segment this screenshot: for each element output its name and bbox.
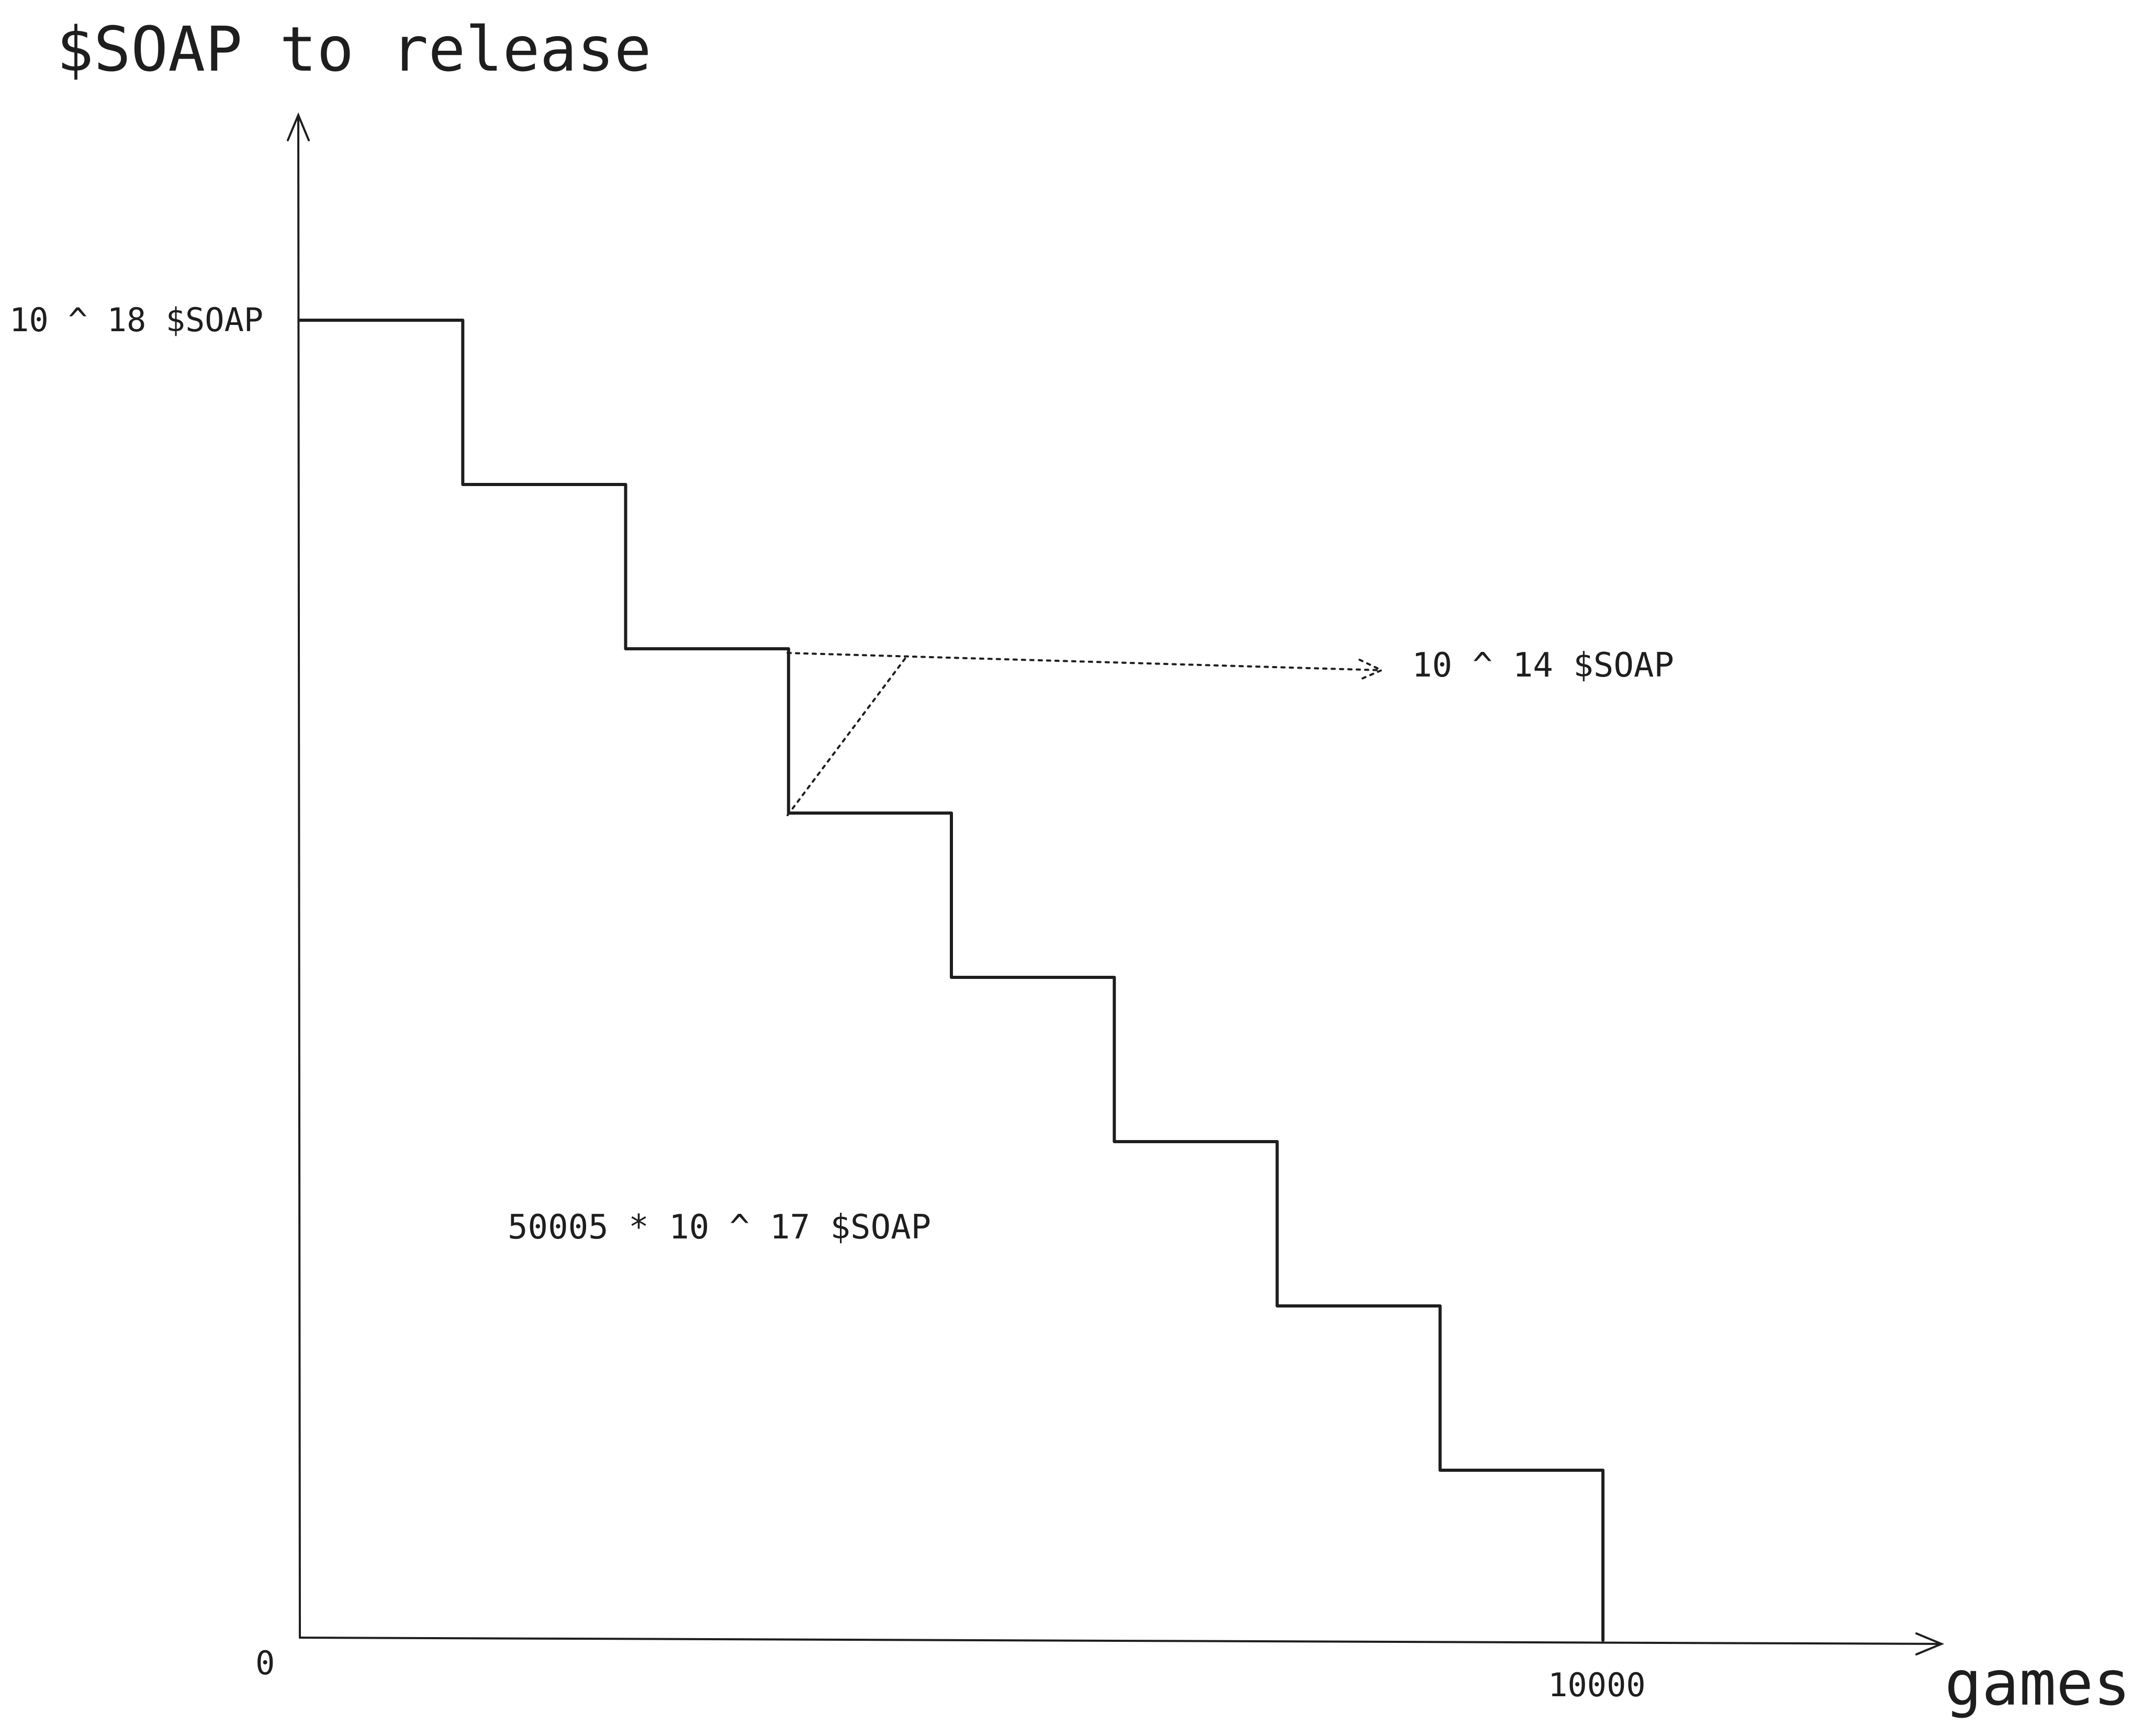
chart-title: $SOAP to release <box>57 13 652 85</box>
step-series-line <box>298 319 1605 1642</box>
y-axis-arrowhead <box>287 112 310 141</box>
annotation-total-label: 50005 * 10 ^ 17 $SOAP <box>508 1208 931 1247</box>
annotation-step-label: 10 ^ 14 $SOAP <box>1412 646 1674 685</box>
y-tick-label: 10 ^ 18 $SOAP <box>9 301 263 339</box>
annotation-leader-horizontal <box>787 652 1383 671</box>
x-axis-title: games <box>1945 1647 2130 1719</box>
annotation-leader-arrowhead <box>1359 659 1384 681</box>
y-axis <box>297 114 301 1639</box>
x-tick-label-max: 10000 <box>1548 1666 1646 1704</box>
x-tick-label-zero: 0 <box>255 1644 275 1682</box>
x-axis-arrowhead <box>1915 1632 1945 1655</box>
annotation-leader-diagonal <box>787 657 906 816</box>
x-axis <box>299 1637 1943 1645</box>
